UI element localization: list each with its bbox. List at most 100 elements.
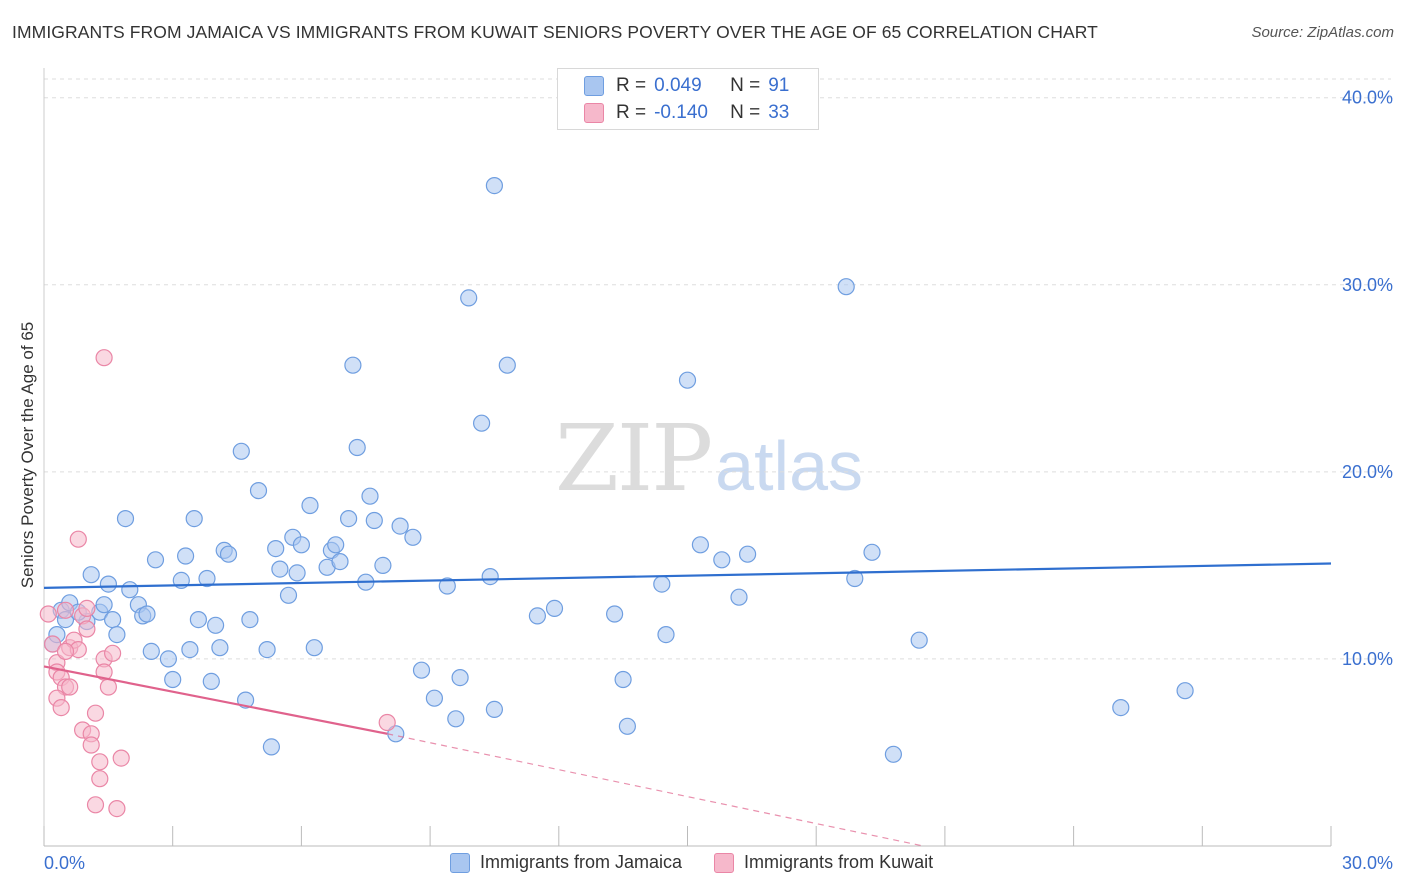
jamaica-point xyxy=(451,668,469,687)
jamaica-point xyxy=(146,551,165,569)
series-kuwait-points xyxy=(39,349,396,818)
kuwait-point xyxy=(108,799,126,818)
jamaica-point xyxy=(262,738,280,756)
jamaica-point xyxy=(344,356,362,374)
jamaica-point xyxy=(365,511,383,530)
jamaica-point xyxy=(202,672,220,691)
jamaica-point xyxy=(177,547,195,565)
kuwait-point xyxy=(78,620,96,638)
kuwait-point xyxy=(91,753,109,771)
kuwait-point xyxy=(95,349,113,367)
trend-lines xyxy=(43,562,1332,847)
n-label: N = xyxy=(730,75,761,96)
x-tick-label: 0.0% xyxy=(44,853,85,873)
jamaica-point xyxy=(528,607,547,625)
jamaica-point xyxy=(95,596,113,614)
legend-label-jamaica: Immigrants from Jamaica xyxy=(480,852,683,872)
jamaica-point xyxy=(82,566,100,584)
jamaica-point xyxy=(481,567,499,586)
jamaica-point xyxy=(691,536,710,554)
kuwait-point xyxy=(39,605,57,623)
legend-row-jamaica: R = 0.049 N = 91 xyxy=(584,74,789,98)
legend-row-kuwait: R = -0.140 N = 33 xyxy=(584,101,789,125)
jamaica-point xyxy=(545,599,564,618)
jamaica-point xyxy=(498,356,516,374)
jamaica-point xyxy=(164,670,182,689)
jamaica-swatch xyxy=(450,852,470,873)
trend-line-kuwait xyxy=(43,665,388,735)
kuwait-point xyxy=(112,749,130,767)
jamaica-point xyxy=(846,569,864,588)
jamaica-point xyxy=(258,640,276,659)
legend-item-kuwait[interactable]: Immigrants from Kuwait xyxy=(714,852,933,873)
kuwait-point xyxy=(378,713,396,732)
jamaica-point xyxy=(189,610,207,629)
kuwait-point xyxy=(103,644,122,662)
kuwait-point xyxy=(86,704,105,722)
jamaica-point xyxy=(103,610,122,629)
jamaica-point xyxy=(460,289,478,307)
y-tick-label: 40.0% xyxy=(1342,88,1393,108)
y-axis-title: Seniors Poverty Over the Age of 65 xyxy=(18,321,37,589)
watermark-atlas: atlas xyxy=(715,427,864,505)
jamaica-point xyxy=(485,700,503,719)
r-value: 0.049 xyxy=(654,75,702,96)
jamaica-point xyxy=(279,586,298,604)
kuwait-point xyxy=(86,796,105,814)
y-tick-label: 10.0% xyxy=(1342,649,1393,669)
jamaica-point xyxy=(657,625,675,644)
correlation-legend: R = 0.049 N = 91 R = -0.140 N = 33 xyxy=(557,68,819,130)
jamaica-point xyxy=(327,536,345,554)
kuwait-point xyxy=(61,678,79,696)
axes xyxy=(43,68,1332,847)
jamaica-point xyxy=(678,371,697,389)
jamaica-point xyxy=(232,442,250,460)
jamaica-point xyxy=(374,556,392,575)
kuwait-point xyxy=(99,678,118,696)
kuwait-point xyxy=(82,736,100,754)
jamaica-point xyxy=(271,560,289,578)
watermark: ZIPatlas xyxy=(555,405,863,512)
jamaica-point xyxy=(605,605,624,623)
legend-label-kuwait: Immigrants from Kuwait xyxy=(744,852,934,872)
jamaica-point xyxy=(473,414,491,432)
jamaica-point xyxy=(738,545,757,563)
series-legend: Immigrants from Jamaica Immigrants from … xyxy=(450,852,965,873)
jamaica-point xyxy=(425,689,443,707)
jamaica-point xyxy=(185,509,203,528)
kuwait-point xyxy=(91,770,109,788)
jamaica-point xyxy=(361,487,379,505)
r-label: R = xyxy=(616,75,647,96)
jamaica-point xyxy=(331,552,349,571)
jamaica-point xyxy=(340,509,358,528)
jamaica-point xyxy=(348,438,366,457)
jamaica-point xyxy=(99,575,118,593)
kuwait-point xyxy=(43,635,62,653)
jamaica-point xyxy=(618,717,637,735)
tick-labels: 10.0% 20.0% 30.0% 40.0% 0.0% 30.0% xyxy=(44,88,1393,873)
jamaica-point xyxy=(181,640,199,659)
kuwait-point xyxy=(52,698,70,717)
legend-item-jamaica[interactable]: Immigrants from Jamaica xyxy=(450,852,682,873)
jamaica-point xyxy=(207,616,225,634)
jamaica-point xyxy=(653,575,671,593)
watermark-zip: ZIP xyxy=(555,405,713,512)
jamaica-point xyxy=(211,639,229,657)
jamaica-point xyxy=(219,545,238,563)
jamaica-point xyxy=(241,610,259,629)
chart-title: IMMIGRANTS FROM JAMAICA VS IMMIGRANTS FR… xyxy=(12,22,1098,42)
jamaica-point xyxy=(301,496,319,515)
jamaica-point xyxy=(1112,698,1130,717)
jamaica-point xyxy=(292,536,310,554)
grid-lines xyxy=(44,78,1391,660)
x-tick-label: 30.0% xyxy=(1342,853,1393,873)
source-attribution: Source: ZipAtlas.com xyxy=(1251,24,1394,41)
jamaica-swatch xyxy=(584,76,604,96)
jamaica-point xyxy=(288,564,306,582)
jamaica-point xyxy=(108,625,126,644)
jamaica-point xyxy=(138,605,156,623)
y-tick-label: 20.0% xyxy=(1342,462,1393,482)
jamaica-point xyxy=(412,661,431,679)
jamaica-point xyxy=(910,631,928,649)
